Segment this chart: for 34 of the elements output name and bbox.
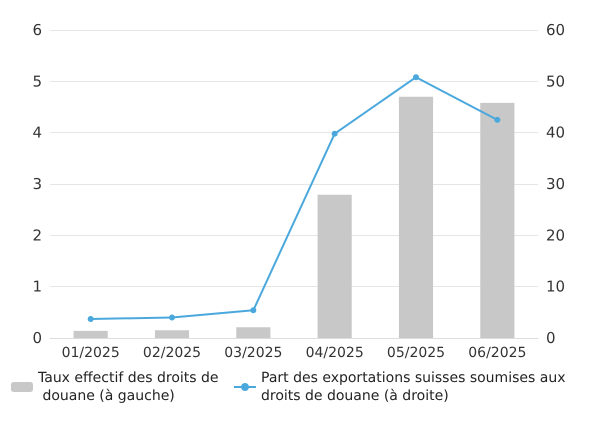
x-tick-label: 04/2025 [306,345,364,361]
point [250,307,256,314]
legend-label: Part des exportations suisses soumises aux droits de douane (à droite) [261,370,570,404]
y-tick-label: 2 [32,226,42,244]
bar [480,102,514,338]
bar [398,96,434,338]
x-tick-label: 03/2025 [224,345,282,361]
y2-tick-label: 40 [546,124,566,142]
x-tick-label: 01/2025 [62,345,120,361]
bar [236,327,270,338]
x-tick-label: 05/2025 [386,345,446,361]
point [88,316,94,322]
y2-tick-label: 20 [546,226,566,244]
y-tick-label: 4 [32,124,42,142]
y-tick-label: 5 [32,72,42,90]
y2-tick-label: 10 [546,278,566,296]
y-tick-label: 0 [32,329,42,347]
point [169,314,175,320]
point [332,130,338,137]
y2-tick-label: 50 [546,72,566,90]
legend-label: Taux effectif des droits de douane (à gauche) [37,370,219,404]
bar [74,330,108,338]
bar [318,194,352,338]
y2-tick-label: 30 [546,175,566,193]
y2-tick-label: 0 [546,329,556,347]
point [494,116,500,123]
y2-tick-label: 60 [546,21,566,39]
y-tick-label: 3 [32,175,42,193]
y-tick-label: 6 [32,21,42,39]
bar [154,330,190,338]
x-tick-label: 02/2025 [142,345,202,361]
x-tick-label: 06/2025 [468,345,526,361]
point [413,74,419,80]
y-tick-label: 1 [32,278,42,296]
